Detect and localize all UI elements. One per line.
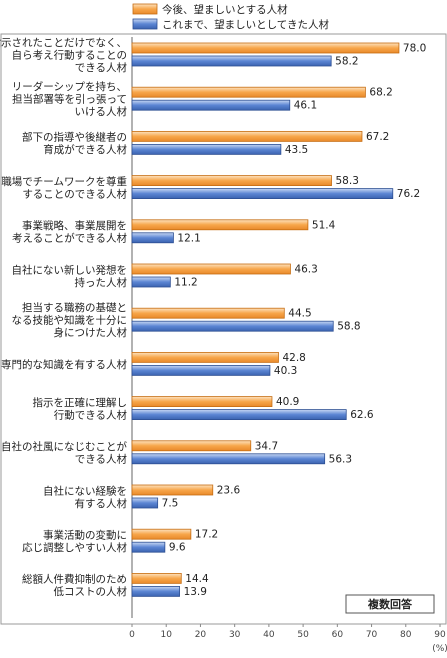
category-label: 担当する職務の基礎となる技能や知識を十分に身につけた人材: [12, 301, 128, 339]
value-label: 17.2: [195, 529, 218, 541]
category-label: 総額人件費抑制のため低コストの人材: [22, 573, 127, 599]
legend-swatch-1: [132, 3, 158, 15]
x-tick-label: 90: [434, 630, 446, 640]
bar-series-1: [131, 573, 182, 584]
category-label: 自社にない新しい発想を持った人材: [12, 263, 128, 289]
bar-series-2: [131, 188, 394, 200]
bar-series-2: [131, 320, 334, 332]
bar-series-1: [131, 130, 363, 142]
category-label: 自社にない経験を有する人材: [43, 484, 127, 510]
note-box: 複数回答: [345, 594, 435, 614]
bar-series-1: [131, 219, 309, 231]
bar-series-2: [131, 409, 347, 421]
value-label: 58.8: [337, 321, 360, 333]
note-text: 複数回答: [367, 597, 413, 611]
plot-area: 指示されたことだけでなく、自ら考え行動することのできる人材 78.0 58.2 リーダ…: [0, 36, 426, 618]
value-label: 43.5: [285, 144, 308, 156]
bar-series-1: [131, 351, 279, 363]
bar-series-2: [131, 99, 291, 111]
value-label: 68.2: [369, 87, 392, 99]
legend-swatch-2: [132, 18, 158, 30]
category-label: 部下の指導や後継者の育成ができる人材: [22, 131, 127, 157]
bar-series-2: [131, 276, 171, 288]
bar-series-2: [131, 143, 282, 155]
x-tick-label: 70: [366, 630, 378, 640]
value-label: 40.3: [274, 365, 297, 377]
plot-frame: [0, 33, 447, 625]
bar-series-1: [131, 484, 214, 496]
value-label: 11.2: [174, 277, 197, 289]
category-label: 事業活動の変動に応じ調整しやすい人材: [22, 528, 127, 554]
x-tick-label: 40: [263, 630, 275, 640]
bar-series-2: [131, 453, 326, 465]
value-label: 12.1: [177, 232, 200, 244]
bar-series-2: [131, 586, 180, 597]
value-label: 76.2: [397, 188, 420, 200]
x-tick-label: 50: [297, 630, 309, 640]
bar-series-1: [131, 307, 285, 319]
category-label: 指示を正確に理解し行動できる人材: [33, 396, 128, 422]
value-label: 40.9: [276, 396, 299, 408]
value-label: 34.7: [255, 440, 278, 452]
category-label: リーダーシップを持ち、担当部署等を引っ張っていける人材: [12, 80, 128, 118]
legend-label-2: これまで、望ましいとしてきた人材: [162, 18, 329, 31]
bar-series-2: [131, 497, 159, 509]
bar-series-2: [131, 364, 271, 376]
value-label: 56.3: [329, 453, 352, 465]
x-tick-label: 20: [195, 630, 207, 640]
category-label: 自社の社風になじむことができる人材: [1, 440, 127, 466]
x-unit-label: (%): [432, 644, 447, 654]
x-tick-label: 0: [129, 630, 135, 640]
bar-series-1: [131, 263, 291, 275]
bar-series-1: [131, 42, 400, 54]
value-label: 51.4: [312, 219, 336, 231]
bar-series-1: [131, 86, 366, 98]
x-tick-label: 80: [400, 630, 412, 640]
value-label: 78.0: [403, 43, 426, 55]
value-label: 62.6: [350, 409, 374, 421]
x-axis: 0 10 20 30 40 50 60 70 80 90 (%): [129, 624, 447, 654]
value-label: 67.2: [366, 131, 389, 143]
bar-series-1: [131, 528, 192, 540]
value-label: 46.1: [294, 100, 317, 112]
value-label: 7.5: [162, 498, 179, 510]
value-label: 23.6: [217, 485, 241, 497]
x-tick-label: 30: [229, 630, 241, 640]
value-label: 14.4: [185, 573, 209, 585]
value-label: 46.3: [294, 264, 317, 276]
category-label: 指示されたことだけでなく、自ら考え行動することのできる人材: [0, 36, 127, 74]
bar-series-1: [131, 440, 252, 452]
value-label: 58.3: [336, 175, 359, 187]
bar-series-1: [131, 396, 273, 408]
x-tick-label: 60: [332, 630, 344, 640]
value-label: 58.2: [335, 56, 358, 68]
value-label: 9.6: [169, 542, 186, 554]
bar-series-1: [131, 175, 332, 187]
legend-label-1: 今後、望ましいとする人材: [162, 3, 288, 16]
value-label: 44.5: [288, 308, 311, 320]
category-label: 職場でチームワークを尊重することのできる人材: [1, 175, 127, 201]
category-label: 事業戦略、事業展開を考えることができる人材: [12, 219, 127, 245]
category-label: 専門的な知識を有する人材: [1, 358, 127, 371]
x-tick-label: 10: [160, 630, 172, 640]
bar-series-2: [131, 541, 166, 553]
bar-series-2: [131, 55, 332, 67]
bar-series-2: [131, 232, 174, 244]
value-label: 13.9: [184, 586, 207, 598]
value-label: 42.8: [282, 352, 305, 364]
